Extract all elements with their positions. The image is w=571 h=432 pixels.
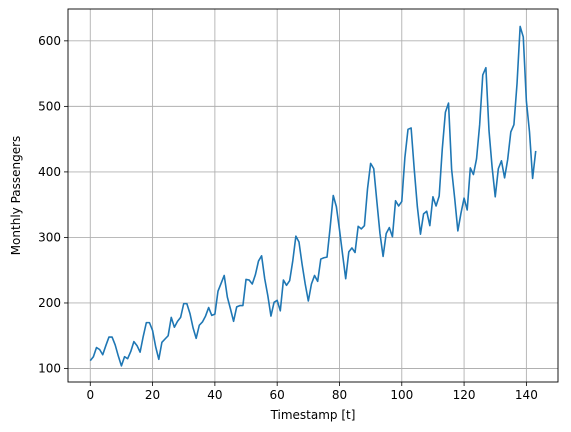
- grid: [68, 9, 558, 382]
- y-axis-label: Monthly Passengers: [9, 136, 23, 256]
- y-tick-label-200: 200: [38, 296, 61, 310]
- x-axis-label: Timestamp [t]: [270, 408, 356, 422]
- y-tick-label-100: 100: [38, 362, 61, 376]
- x-tick-label-100: 100: [390, 388, 413, 402]
- x-tick-label-80: 80: [332, 388, 347, 402]
- x-tick-label-60: 60: [270, 388, 285, 402]
- y-axis-ticks: 100 200 300 400 500 600: [38, 34, 68, 376]
- x-tick-label-40: 40: [207, 388, 222, 402]
- plot-frame: [67, 8, 559, 383]
- x-axis-ticks: 0 20 40 60 80 100 120 140: [86, 382, 538, 402]
- y-tick-label-600: 600: [38, 34, 61, 48]
- x-tick-label-0: 0: [86, 388, 94, 402]
- x-tick-label-120: 120: [453, 388, 476, 402]
- y-tick-label-300: 300: [38, 230, 61, 244]
- y-tick-label-400: 400: [38, 165, 61, 179]
- y-tick-label-500: 500: [38, 99, 61, 113]
- x-tick-label-140: 140: [515, 388, 538, 402]
- series-line-monthly-passengers: [89, 25, 537, 367]
- x-tick-label-20: 20: [145, 388, 160, 402]
